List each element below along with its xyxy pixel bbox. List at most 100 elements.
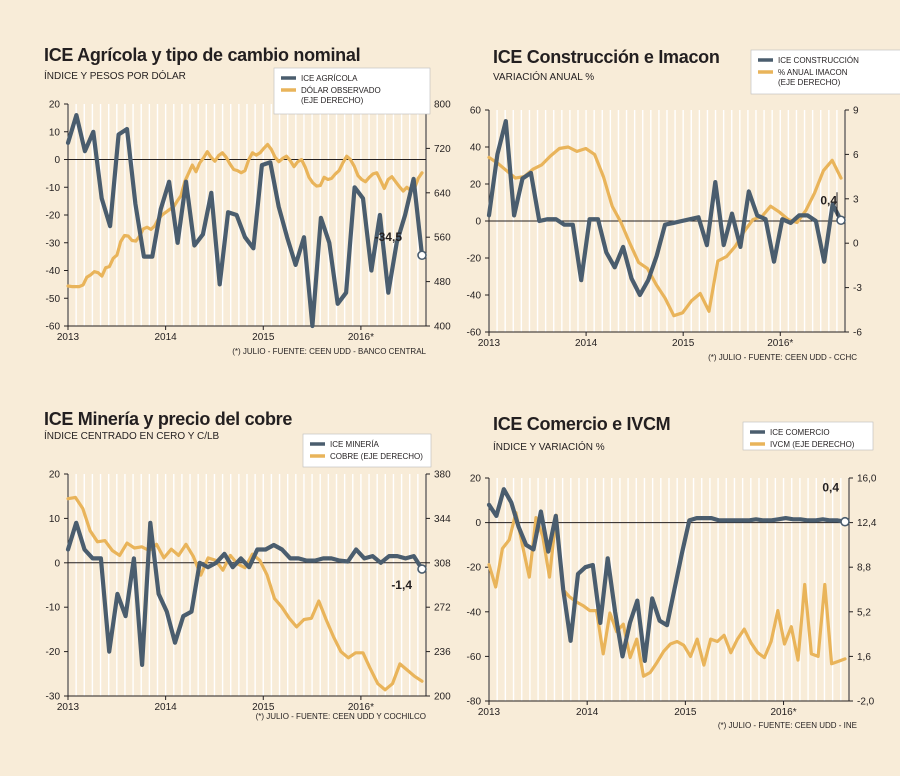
left-tick-label: 0 xyxy=(475,518,481,529)
x-tick-label: 2014 xyxy=(155,702,178,713)
chart-title: ICE Comercio e IVCM xyxy=(493,414,670,434)
right-tick-label: 236 xyxy=(434,647,451,658)
chart-subtitle: ÍNDICE CENTRADO EN CERO Y C/LB xyxy=(44,429,220,442)
x-tick-label: 2013 xyxy=(478,338,501,349)
left-tick-label: -50 xyxy=(46,294,61,305)
source-note: (*) JULIO - FUENTE: CEEN UDD - INE xyxy=(718,721,857,730)
left-tick-label: -40 xyxy=(467,607,482,618)
left-tick-label: 0 xyxy=(475,217,481,228)
left-tick-label: 20 xyxy=(470,474,482,485)
right-tick-label: 400 xyxy=(434,322,451,333)
x-tick-label: 2014 xyxy=(155,332,178,343)
left-tick-label: -40 xyxy=(46,266,61,277)
chart-agricola: ICE Agrícola y tipo de cambio nominal ÍND… xyxy=(44,45,451,356)
right-tick-label: 16,0 xyxy=(857,474,877,485)
chart-title: ICE Minería y precio del cobre xyxy=(44,409,292,429)
legend-label: DÓLAR OBSERVADO xyxy=(301,86,381,95)
last-value-marker xyxy=(840,516,850,527)
left-tick-label: -60 xyxy=(467,652,482,663)
right-tick-label: 480 xyxy=(434,277,451,288)
left-tick-label: 20 xyxy=(49,100,61,111)
right-tick-label: 344 xyxy=(434,514,451,525)
legend: ICE AGRÍCOLA DÓLAR OBSERVADO(EJE DERECHO) xyxy=(273,67,431,115)
series-line-secondary xyxy=(66,142,424,289)
last-value-marker xyxy=(417,250,427,261)
x-tick-label: 2014 xyxy=(576,707,599,718)
right-tick-label: 6 xyxy=(853,150,859,161)
right-tick-label: 5,2 xyxy=(857,607,871,618)
chart-subtitle: VARIACIÓN ANUAL % xyxy=(493,70,594,83)
x-tick-label: 2013 xyxy=(57,702,80,713)
left-tick-label: -40 xyxy=(467,291,482,302)
right-tick-label: 272 xyxy=(434,603,451,614)
left-tick-label: 10 xyxy=(49,127,61,138)
right-tick-label: 9 xyxy=(853,106,859,117)
x-tick-label: 2015 xyxy=(252,702,275,713)
right-tick-label: 380 xyxy=(434,470,451,481)
left-tick-label: -20 xyxy=(467,563,482,574)
last-value-marker xyxy=(417,564,427,574)
left-tick-label: -10 xyxy=(46,183,61,194)
last-value-label: 0,4 xyxy=(822,481,839,495)
source-note: (*) JULIO - FUENTE: CEEN UDD - CCHC xyxy=(708,353,857,362)
last-value-label: -1,4 xyxy=(391,578,412,592)
left-tick-label: -20 xyxy=(467,254,482,265)
x-tick-label: 2015 xyxy=(252,332,275,343)
right-tick-label: -6 xyxy=(853,328,862,339)
legend-label: ICE MINERÍA xyxy=(330,440,380,449)
legend-label: IVCM (EJE DERECHO) xyxy=(770,440,855,449)
left-tick-label: 0 xyxy=(54,558,60,569)
x-tick-label: 2013 xyxy=(57,332,80,343)
last-value-label: -34,5 xyxy=(375,230,403,244)
source-note: (*) JULIO - FUENTE: CEEN UDD Y COCHILCO xyxy=(256,712,426,721)
legend-label: COBRE (EJE DERECHO) xyxy=(330,452,423,461)
legend-box xyxy=(750,49,900,95)
legend-label-cont: (EJE DERECHO) xyxy=(301,96,364,105)
x-tick-label: 2015 xyxy=(672,338,695,349)
last-value-marker xyxy=(836,215,846,226)
legend-label: % ANUAL IMACON xyxy=(778,68,848,77)
legend-label: ICE AGRÍCOLA xyxy=(301,74,358,83)
left-tick-label: -10 xyxy=(46,603,61,614)
left-tick-label: -80 xyxy=(467,697,482,708)
right-tick-label: 3 xyxy=(853,194,859,205)
legend-label: ICE COMERCIO xyxy=(770,428,830,437)
chart-construccion: ICE Construcción e Imacon VARIACIÓN ANUAL… xyxy=(467,47,900,362)
right-tick-label: -3 xyxy=(853,283,862,294)
last-value-label: 0,4 xyxy=(820,193,837,207)
left-tick-label: 60 xyxy=(470,106,482,117)
legend-label-cont: (EJE DERECHO) xyxy=(778,78,841,87)
left-tick-label: 20 xyxy=(49,470,61,481)
series-line-secondary xyxy=(487,511,847,678)
left-tick-label: -60 xyxy=(467,328,482,339)
x-tick-label: 2016* xyxy=(348,332,374,343)
series-line-secondary xyxy=(66,495,424,692)
x-tick-label: 2013 xyxy=(478,707,501,718)
left-tick-label: 10 xyxy=(49,514,61,525)
legend-box xyxy=(302,433,432,468)
chart-comercio: ICE Comercio e IVCM ÍNDICE Y VARIACIÓN % 2… xyxy=(467,414,877,730)
legend-label: ICE CONSTRUCCIÓN xyxy=(778,56,859,65)
x-tick-label: 2016* xyxy=(770,707,796,718)
grid-lines xyxy=(67,474,427,696)
series-line-primary xyxy=(486,118,844,298)
right-tick-label: 12,4 xyxy=(857,518,877,529)
right-tick-label: 800 xyxy=(434,100,451,111)
grid-lines xyxy=(488,478,850,701)
chart-subtitle: ÍNDICE Y PESOS POR DÓLAR xyxy=(44,69,186,82)
legend: ICE CONSTRUCCIÓN % ANUAL IMACON(EJE DEREC… xyxy=(750,49,900,95)
left-tick-label: -20 xyxy=(46,211,61,222)
left-tick-label: -60 xyxy=(46,322,61,333)
series-line-primary xyxy=(486,487,848,663)
source-note: (*) JULIO - FUENTE: CEEN UDD - BANCO CEN… xyxy=(232,347,426,356)
x-tick-label: 2016* xyxy=(348,702,374,713)
series-line-primary xyxy=(65,520,425,667)
legend: ICE COMERCIO IVCM (EJE DERECHO) xyxy=(742,421,874,451)
series-line-secondary xyxy=(487,145,843,318)
right-tick-label: 560 xyxy=(434,233,451,244)
left-tick-label: 0 xyxy=(54,155,60,166)
right-tick-label: 720 xyxy=(434,144,451,155)
left-tick-label: -30 xyxy=(46,238,61,249)
legend: ICE MINERÍA COBRE (EJE DERECHO) xyxy=(302,433,432,468)
